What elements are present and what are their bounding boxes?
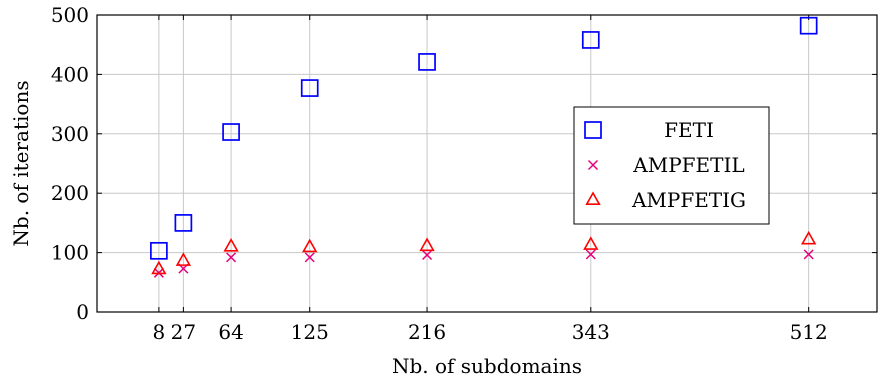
legend-item: AMPFETIL <box>587 153 745 177</box>
legend-label: FETI <box>664 118 714 142</box>
x-tick-label: 8 <box>153 320 166 344</box>
legend-marker <box>587 159 599 171</box>
x-axis-label: Nb. of subdomains <box>392 354 582 378</box>
x-tick-label: 125 <box>291 320 329 344</box>
legend-marker <box>584 121 602 139</box>
y-tick-label: 500 <box>51 3 89 27</box>
y-tick-label: 0 <box>76 300 89 324</box>
legend-label: AMPFETIG <box>631 188 746 212</box>
x-tick-label: 216 <box>408 320 446 344</box>
x-tick-label: 512 <box>790 320 828 344</box>
data-point-ampfetig <box>302 238 318 253</box>
data-point-feti <box>581 31 600 49</box>
x-tick-label: 64 <box>218 320 243 344</box>
legend: FETI AMPFETIL AMPFETIG <box>573 106 770 225</box>
y-tick-label: 400 <box>51 62 89 86</box>
y-tick-label: 100 <box>51 241 89 265</box>
ticks: 8 27 64 125 216 343 512 0 100 200 300 400 500 <box>51 3 877 344</box>
legend-marker <box>585 191 601 205</box>
data-point-ampfetig <box>223 238 239 252</box>
data-point-feti <box>222 123 240 141</box>
data-point-feti <box>799 16 818 35</box>
data-point-ampfetil <box>803 249 814 260</box>
x-tick-label: 343 <box>572 320 610 344</box>
plot-frame <box>96 14 878 313</box>
legend-item: FETI <box>584 118 714 142</box>
data-point-feti <box>418 53 436 71</box>
data-point-feti <box>150 241 168 260</box>
data-point-ampfetig <box>175 252 192 266</box>
x-tick-label: 27 <box>171 320 196 344</box>
series-feti <box>150 16 818 260</box>
marks <box>150 16 818 278</box>
data-point-ampfetil <box>585 249 596 260</box>
data-point-ampfetil <box>226 252 237 263</box>
series-ampfetig <box>151 230 817 275</box>
data-point-feti <box>300 79 319 97</box>
data-point-ampfetig <box>419 237 435 252</box>
data-point-ampfetil <box>422 249 433 261</box>
data-point-ampfetig <box>583 236 599 250</box>
data-point-feti <box>174 214 193 232</box>
data-point-ampfetil <box>304 252 315 263</box>
legend-box <box>573 106 770 225</box>
y-tick-label: 200 <box>51 181 89 205</box>
data-point-ampfetig <box>151 260 167 275</box>
y-tick-label: 300 <box>51 122 89 146</box>
legend-label: AMPFETIL <box>632 153 744 177</box>
data-point-ampfetig <box>801 230 817 245</box>
y-axis-label: Nb. of iterations <box>9 80 33 246</box>
series-ampfetil <box>153 249 814 278</box>
legend-item: AMPFETIG <box>585 188 746 212</box>
